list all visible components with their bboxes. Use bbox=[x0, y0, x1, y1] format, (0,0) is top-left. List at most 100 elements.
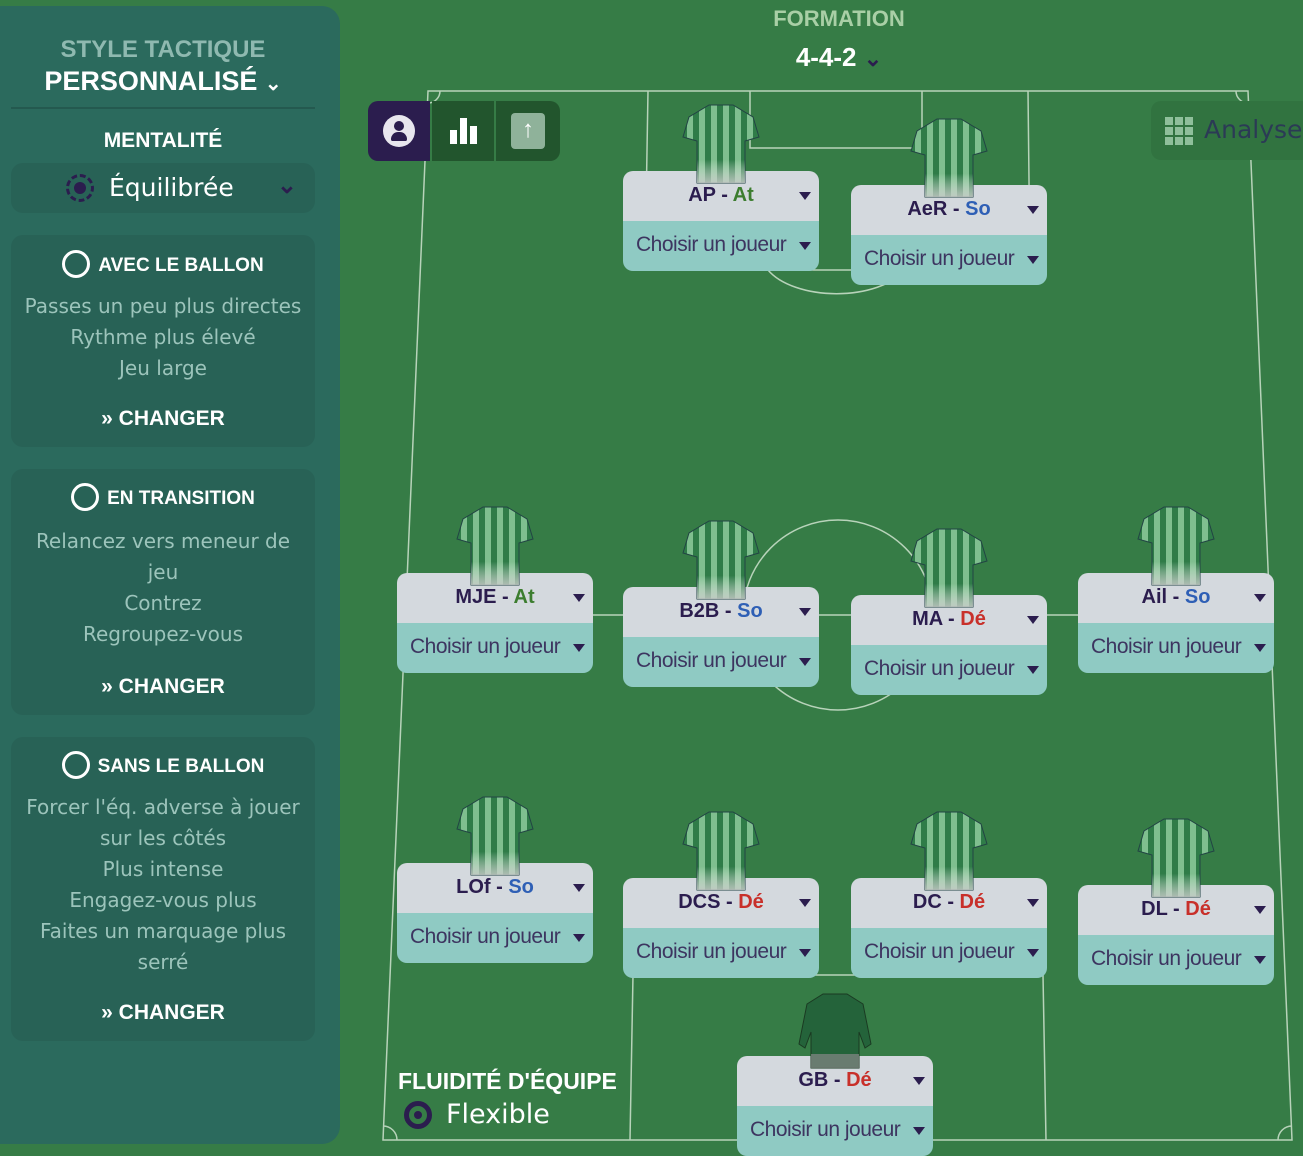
position-card: Ail - So Choisir un joueur bbox=[1078, 573, 1274, 673]
chevron-down-icon: ⌄ bbox=[863, 46, 883, 71]
instruction: Rythme plus élevé bbox=[70, 325, 256, 349]
role-name: MJE bbox=[455, 586, 497, 608]
player-select[interactable]: Choisir un joueur bbox=[397, 623, 593, 673]
dropdown-arrow-icon bbox=[1027, 256, 1039, 264]
role-name: LOf bbox=[456, 876, 491, 898]
position-card: MJE - At Choisir un joueur bbox=[397, 573, 593, 673]
instruction: Plus intense bbox=[102, 857, 224, 881]
style-dropdown[interactable]: PERSONNALISÉ ⌄ bbox=[0, 66, 326, 97]
dropdown-arrow-icon bbox=[913, 1077, 925, 1085]
player-select[interactable]: Choisir un joueur bbox=[397, 913, 593, 963]
football-outline-icon bbox=[61, 751, 90, 779]
dropdown-arrow-icon bbox=[1254, 594, 1266, 602]
dropdown-arrow-icon bbox=[799, 192, 811, 200]
duty: Dé bbox=[846, 1069, 872, 1091]
change-button[interactable]: » CHANGER bbox=[101, 675, 225, 698]
grid-icon bbox=[1165, 117, 1193, 145]
dropdown-arrow-icon bbox=[799, 608, 811, 616]
duty: Dé bbox=[1185, 898, 1211, 920]
dropdown-arrow-icon bbox=[573, 884, 585, 892]
dropdown-arrow-icon bbox=[1027, 616, 1039, 624]
instructions-view-button[interactable]: ↑ bbox=[496, 101, 560, 161]
dropdown-arrow-icon bbox=[913, 1127, 925, 1135]
change-button[interactable]: » CHANGER bbox=[101, 1001, 225, 1024]
mentality-label: MENTALITÉ bbox=[103, 129, 223, 152]
analyse-button[interactable]: Analyse bbox=[1151, 101, 1303, 160]
mentality-value: Équilibrée bbox=[109, 173, 234, 202]
duty: Dé bbox=[959, 891, 986, 913]
shirt-icon bbox=[1137, 506, 1215, 586]
instruction: Regroupez-vous bbox=[82, 622, 244, 646]
dropdown-arrow-icon bbox=[1027, 949, 1039, 957]
bar-chart-icon bbox=[450, 116, 478, 144]
style-label: STYLE TACTIQUE bbox=[60, 36, 266, 63]
dropdown-arrow-icon bbox=[1027, 899, 1039, 907]
role-name: B2B bbox=[679, 600, 720, 622]
dropdown-arrow-icon bbox=[1254, 906, 1266, 914]
dropdown-arrow-icon bbox=[799, 949, 811, 957]
dropdown-arrow-icon bbox=[1027, 206, 1039, 214]
player-select-label: Choisir un joueur bbox=[864, 940, 1015, 963]
player-select-label: Choisir un joueur bbox=[636, 233, 787, 256]
analyse-label: Analyse bbox=[1204, 115, 1303, 144]
position-card: MA - Dé Choisir un joueur bbox=[851, 595, 1047, 695]
player-select-label: Choisir un joueur bbox=[1091, 635, 1242, 658]
role-dropdown[interactable]: MA - Dé bbox=[851, 595, 1047, 645]
shirt-icon bbox=[910, 118, 988, 198]
mentality-dropdown[interactable]: Équilibrée ⌄ bbox=[11, 163, 315, 213]
player-select[interactable]: Choisir un joueur bbox=[737, 1106, 933, 1156]
formation-label: FORMATION bbox=[773, 6, 905, 31]
player-select[interactable]: Choisir un joueur bbox=[851, 928, 1047, 978]
player-select-label: Choisir un joueur bbox=[410, 925, 561, 948]
player-select-label: Choisir un joueur bbox=[636, 649, 787, 672]
player-select[interactable]: Choisir un joueur bbox=[851, 645, 1047, 695]
section-title: SANS LE BALLON bbox=[97, 756, 265, 778]
position-card: DC - Dé Choisir un joueur bbox=[851, 878, 1047, 978]
tactics-sidebar: STYLE TACTIQUE PERSONNALISÉ ⌄ MENTALITÉ … bbox=[0, 6, 340, 1144]
fluidity-label: FLUIDITÉ D'ÉQUIPE bbox=[398, 1068, 617, 1094]
football-icon bbox=[62, 250, 91, 278]
role-name: AeR bbox=[907, 198, 948, 220]
player-select[interactable]: Choisir un joueur bbox=[623, 928, 819, 978]
section-without-ball: SANS LE BALLON Forcer l'éq. adverse à jo… bbox=[11, 737, 315, 1041]
position-card: DL - Dé Choisir un joueur bbox=[1078, 885, 1274, 985]
instruction: Engagez-vous plus bbox=[69, 888, 257, 912]
dropdown-arrow-icon bbox=[1027, 666, 1039, 674]
role-name: DC bbox=[912, 891, 942, 913]
player-select[interactable]: Choisir un joueur bbox=[623, 637, 819, 687]
shirt-icon bbox=[910, 811, 988, 891]
duty: At bbox=[513, 586, 535, 608]
dropdown-arrow-icon bbox=[799, 242, 811, 250]
dropdown-arrow-icon bbox=[1254, 956, 1266, 964]
role-name: DL bbox=[1141, 898, 1168, 920]
stats-view-button[interactable] bbox=[432, 101, 494, 161]
player-select-label: Choisir un joueur bbox=[1091, 947, 1242, 970]
shirt-icon bbox=[682, 104, 760, 184]
shirt-icon bbox=[682, 520, 760, 600]
position-card: AP - At Choisir un joueur bbox=[623, 171, 819, 271]
player-select[interactable]: Choisir un joueur bbox=[1078, 935, 1274, 985]
player-select[interactable]: Choisir un joueur bbox=[623, 221, 819, 271]
dropdown-arrow-icon bbox=[799, 899, 811, 907]
formation-dropdown[interactable]: 4-4-2 ⌄ bbox=[700, 42, 978, 73]
dropdown-arrow-icon bbox=[573, 934, 585, 942]
players-view-button[interactable] bbox=[368, 101, 430, 161]
role-name: MA bbox=[912, 608, 943, 630]
instruction: Contrez bbox=[124, 591, 202, 615]
player-select[interactable]: Choisir un joueur bbox=[1078, 623, 1274, 673]
person-icon bbox=[383, 115, 415, 147]
instruction: Passes un peu plus directes bbox=[24, 294, 302, 318]
section-with-ball: AVEC LE BALLON Passes un peu plus direct… bbox=[11, 235, 315, 447]
fluidity-value: Flexible bbox=[446, 1099, 550, 1130]
section-transition: EN TRANSITION Relancez vers meneur de je… bbox=[11, 469, 315, 715]
position-card: GB - Dé Choisir un joueur bbox=[737, 1056, 933, 1156]
position-card: B2B - So Choisir un joueur bbox=[623, 587, 819, 687]
player-select[interactable]: Choisir un joueur bbox=[851, 235, 1047, 285]
style-value: PERSONNALISÉ bbox=[44, 66, 258, 96]
change-button[interactable]: » CHANGER bbox=[101, 407, 225, 430]
position-card: AeR - So Choisir un joueur bbox=[851, 185, 1047, 285]
player-select-label: Choisir un joueur bbox=[410, 635, 561, 658]
role-name: GB bbox=[798, 1069, 829, 1091]
team-fluidity: FLUIDITÉ D'ÉQUIPE Flexible bbox=[398, 1068, 617, 1130]
role-name: AP bbox=[688, 184, 716, 206]
